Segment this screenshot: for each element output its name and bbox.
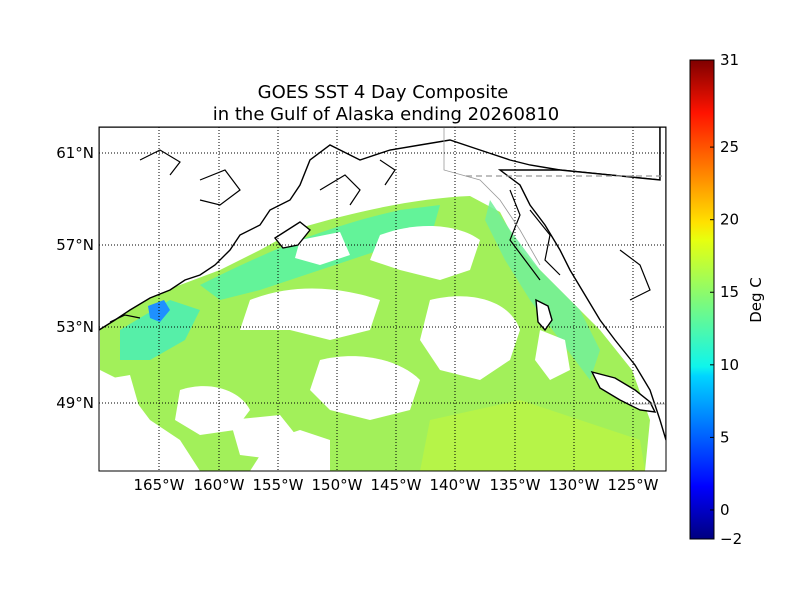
map-frame bbox=[98, 126, 667, 472]
lat-tick-label: 53°N bbox=[56, 318, 94, 336]
lon-tick-label: 140°W bbox=[430, 476, 481, 494]
lat-tick-label: 61°N bbox=[56, 144, 94, 162]
colorbar-gradient bbox=[689, 59, 715, 540]
cloud-gap-9 bbox=[295, 232, 350, 265]
lon-tick-label: 135°W bbox=[490, 476, 541, 494]
colorbar-label: Deg C bbox=[747, 277, 765, 323]
lon-tick-label: 155°W bbox=[253, 476, 304, 494]
graticule bbox=[99, 127, 666, 471]
colorbar-tick-label: 0 bbox=[720, 501, 730, 519]
lat-tick-label: 49°N bbox=[56, 394, 94, 412]
border-panhandle bbox=[443, 127, 541, 266]
lon-tick-label: 130°W bbox=[549, 476, 600, 494]
land-vancouver-island bbox=[590, 370, 657, 413]
land-haida-gwaii bbox=[535, 298, 553, 332]
cloud-gap-7 bbox=[100, 375, 140, 440]
colorbar-tick-label: 31 bbox=[720, 51, 739, 69]
lon-tick-label: 165°W bbox=[134, 476, 185, 494]
colorbar-tick-label: 5 bbox=[720, 428, 730, 446]
colorbar-tick-label: 25 bbox=[720, 138, 739, 156]
lon-tick-label: 160°W bbox=[194, 476, 245, 494]
lon-tick-label: 150°W bbox=[312, 476, 363, 494]
longitude-labels: 165°W 160°W 155°W 150°W 145°W 140°W 135°… bbox=[134, 476, 659, 494]
colorbar: −2 0 5 10 15 20 25 31 Deg C bbox=[689, 51, 765, 548]
map-title-line-2: in the Gulf of Alaska ending 20260810 bbox=[213, 104, 560, 125]
map-area bbox=[99, 127, 666, 471]
cloud-gap-2 bbox=[370, 225, 480, 280]
colorbar-tick-label: 10 bbox=[720, 356, 739, 374]
colorbar-tick-label: 20 bbox=[720, 211, 739, 229]
lon-tick-label: 145°W bbox=[371, 476, 422, 494]
cloud-gap-8 bbox=[535, 330, 570, 380]
cloud-gap-3 bbox=[420, 296, 520, 380]
coastline-details bbox=[109, 149, 651, 323]
land-panhandle-bc bbox=[497, 127, 666, 441]
land-kodiak bbox=[273, 221, 311, 249]
colorbar-tick-label: 15 bbox=[720, 283, 739, 301]
cloud-gap-4 bbox=[310, 356, 420, 420]
sst-west-patch bbox=[120, 300, 200, 360]
lat-tick-label: 57°N bbox=[56, 236, 94, 254]
lon-tick-label: 125°W bbox=[608, 476, 659, 494]
sst-swath-south bbox=[420, 400, 645, 471]
colorbar-tick-label: −2 bbox=[720, 530, 742, 548]
colorbar-ticks: −2 0 5 10 15 20 25 31 bbox=[710, 51, 742, 548]
land-alaska bbox=[99, 127, 661, 331]
map-title-line-1: GOES SST 4 Day Composite bbox=[258, 82, 509, 103]
cloud-gap-6 bbox=[230, 415, 300, 460]
latitude-labels: 61°N 57°N 53°N 49°N bbox=[56, 144, 94, 412]
